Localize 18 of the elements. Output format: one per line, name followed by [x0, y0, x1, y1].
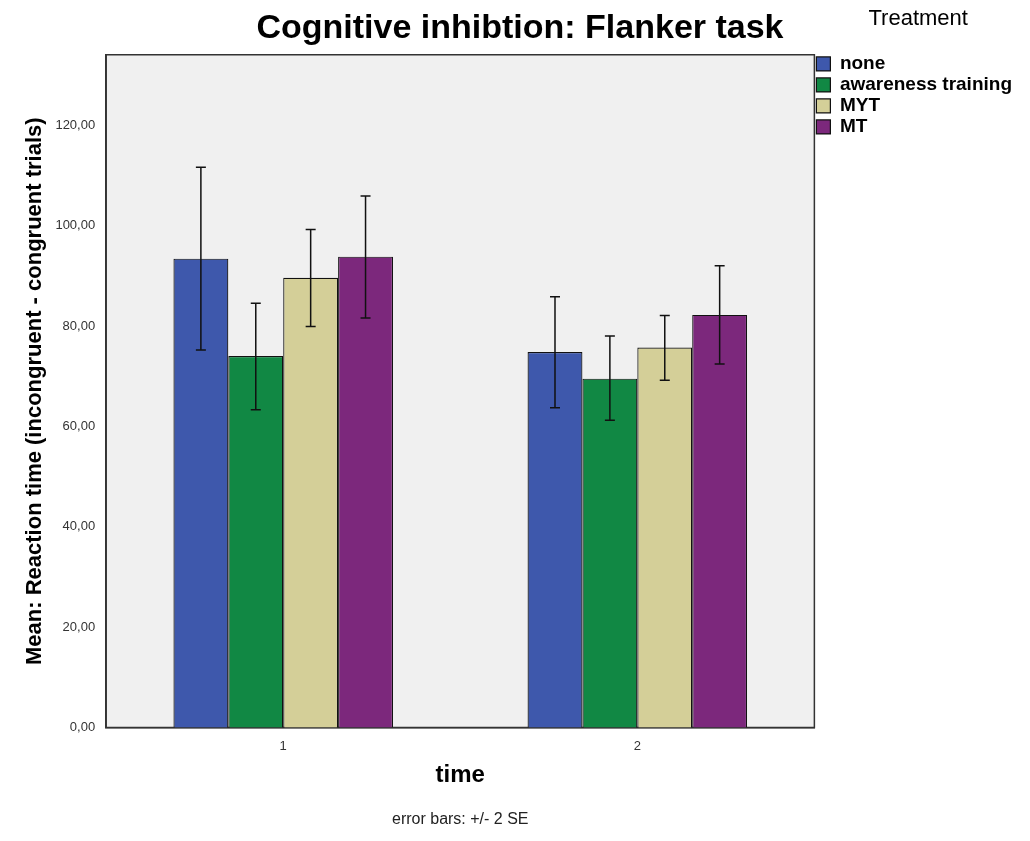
x-tick-label: 2 [633, 737, 641, 753]
y-tick-label: 40,00 [62, 518, 96, 534]
y-tick-label: 60,00 [62, 417, 96, 433]
legend-title: Treatment [868, 5, 968, 31]
text: error bars: +/- 2 SE [392, 810, 529, 828]
legend-label: none [839, 52, 886, 74]
y-tick-label: 80,00 [62, 317, 96, 333]
chart-title: Cognitive inhibtion: Flanker task [256, 6, 784, 45]
legend-label: MT [839, 115, 868, 137]
x-tick-label: 1 [279, 737, 287, 753]
y-tick-label: 120,00 [55, 116, 96, 132]
y-axis-title: Mean: Reaction time (incongruent - congruent trials) [21, 117, 47, 665]
y-tick-label: 20,00 [62, 618, 96, 634]
y-tick-label: 0,00 [69, 719, 96, 735]
legend-label: awareness training [839, 73, 1012, 95]
legend-label: MYT [839, 94, 881, 116]
x-axis-title: time [435, 760, 485, 788]
y-tick-label: 100,00 [55, 217, 96, 233]
